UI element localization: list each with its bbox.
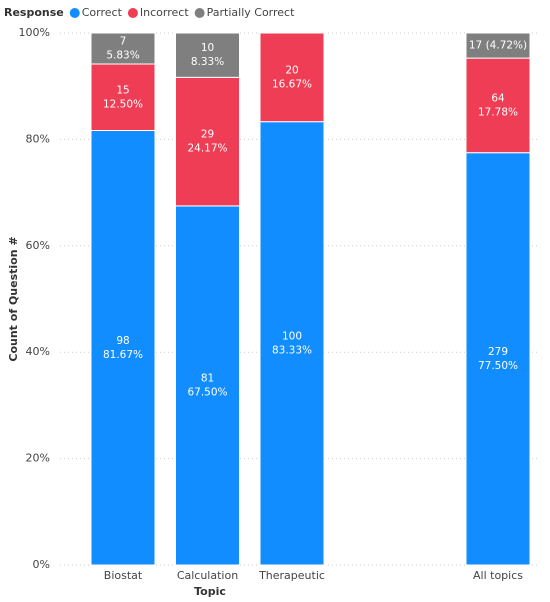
bar-segment xyxy=(90,63,156,132)
legend-label: Incorrect xyxy=(140,6,189,19)
data-label-percent: 8.33% xyxy=(191,56,224,68)
x-tick-label: Calculation xyxy=(177,569,238,582)
bar-segment xyxy=(90,130,156,566)
bar-segment xyxy=(465,57,531,154)
data-label-count: 81 xyxy=(201,372,214,384)
y-tick-label: 80% xyxy=(26,132,50,145)
data-label-percent: (4.72%) xyxy=(486,40,528,52)
legend-marker xyxy=(69,8,80,18)
bar-segment xyxy=(259,32,325,123)
data-label-count: 98 xyxy=(116,335,129,347)
x-axis-title: Topic xyxy=(194,585,226,598)
y-tick-label: 100% xyxy=(19,26,50,39)
y-tick-label: 40% xyxy=(26,345,50,358)
x-tick-label: Biostat xyxy=(104,569,143,582)
data-label-count: 100 xyxy=(282,330,302,342)
data-label-count: 279 xyxy=(488,346,508,358)
legend-title: Response xyxy=(4,6,64,19)
data-label-count: 20 xyxy=(285,64,298,76)
data-label-percent: 83.33% xyxy=(272,344,312,356)
legend-label: Partially Correct xyxy=(207,6,295,19)
bar-segment xyxy=(175,76,240,207)
data-label-percent: 17.78% xyxy=(478,106,518,118)
bar-segment xyxy=(90,32,156,65)
data-label-count: 7 xyxy=(120,36,127,48)
y-tick-label: 60% xyxy=(26,239,50,252)
x-tick-label: All topics xyxy=(473,569,523,582)
bar-segment xyxy=(259,121,325,566)
bar-segment xyxy=(465,32,531,59)
data-label-percent: 5.83% xyxy=(106,50,139,62)
data-label-count: 17 xyxy=(469,40,482,52)
bar-segment xyxy=(175,32,240,78)
data-label-percent: 12.50% xyxy=(103,98,143,110)
y-tick-label: 20% xyxy=(26,452,50,465)
y-tick-label: 0% xyxy=(33,558,50,571)
data-label-count: 10 xyxy=(201,42,214,54)
data-label-count: 64 xyxy=(491,92,505,104)
data-label: 17 (4.72%) xyxy=(469,40,527,52)
legend-label: Correct xyxy=(82,6,123,19)
bar-segment xyxy=(465,152,531,566)
data-label-percent: 81.67% xyxy=(103,349,143,361)
x-tick-label: Therapeutic xyxy=(258,569,325,582)
data-label-percent: 77.50% xyxy=(478,360,518,372)
legend-marker xyxy=(127,8,138,18)
data-label-percent: 24.17% xyxy=(187,143,227,155)
bar-segment xyxy=(175,205,240,566)
data-label-count: 15 xyxy=(116,84,129,96)
data-label-percent: 67.50% xyxy=(187,386,227,398)
y-axis-title: Count of Question # xyxy=(7,236,20,361)
data-label-count: 29 xyxy=(201,129,214,141)
legend-marker xyxy=(194,8,205,18)
data-label-percent: 16.67% xyxy=(272,78,312,90)
